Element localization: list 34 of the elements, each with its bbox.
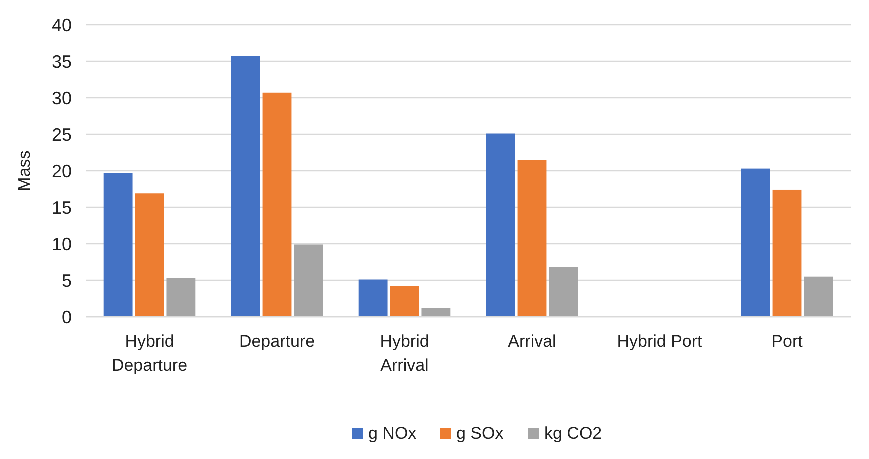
y-tick-label: 10 <box>52 234 72 254</box>
y-tick-label: 35 <box>52 52 72 72</box>
x-tick-label: Port <box>772 332 804 351</box>
y-tick-label: 5 <box>62 270 72 291</box>
x-tick-label: Arrival <box>508 332 556 351</box>
bar <box>772 190 802 317</box>
y-tick-label: 15 <box>52 198 72 218</box>
bar <box>486 134 516 317</box>
y-axis-title: Mass <box>15 150 34 192</box>
bar <box>135 194 164 317</box>
y-tick-label: 25 <box>52 124 72 145</box>
bar <box>804 276 834 317</box>
bar <box>166 278 196 317</box>
bar <box>741 168 770 317</box>
y-tick-label: 40 <box>52 15 72 36</box>
bar <box>104 173 133 317</box>
y-tick-label: 0 <box>62 307 72 328</box>
x-tick-label: Hybrid Arrival <box>380 332 430 375</box>
x-tick-label: Hybrid Port <box>617 332 703 351</box>
bar <box>422 308 451 317</box>
bar <box>518 160 547 317</box>
bar <box>390 286 420 317</box>
bar <box>358 280 388 317</box>
bar <box>231 56 260 317</box>
legend-label: g SOx <box>456 424 504 443</box>
bar <box>294 244 324 317</box>
bar <box>262 92 292 317</box>
x-tick-label: Hybrid Departure <box>112 332 188 375</box>
legend-label: kg CO2 <box>544 424 602 443</box>
bar <box>549 267 578 317</box>
legend-label: g NOx <box>368 424 418 443</box>
y-tick-label: 30 <box>52 88 72 108</box>
x-tick-label: Departure <box>239 332 316 351</box>
y-tick-label: 20 <box>52 161 72 182</box>
